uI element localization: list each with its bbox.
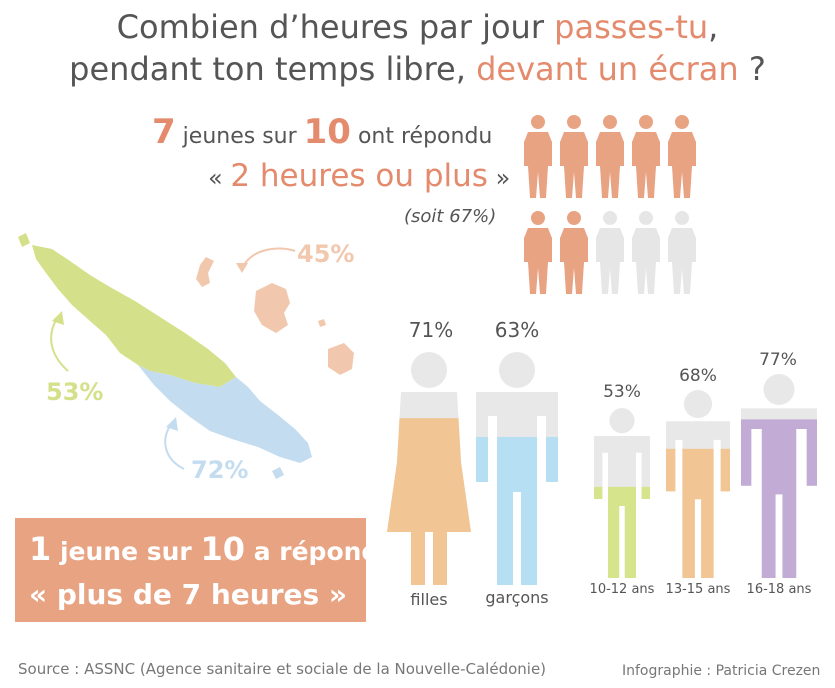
map-south-value: 72% <box>191 456 249 484</box>
arrow-south <box>164 422 185 470</box>
person-icon <box>596 115 624 198</box>
banner-text: jeune sur <box>51 537 201 566</box>
title-line-2: pendant ton temps libre, devant un écran… <box>0 48 835 90</box>
headline-percent: (soit 67%) <box>404 206 497 227</box>
title-accent: passes-tu <box>554 8 709 46</box>
person-icon <box>524 211 552 294</box>
headline-text: ont répondu <box>350 124 493 149</box>
map-island-pines <box>272 467 284 479</box>
credit-note: Infographie : Patricia Crezen <box>622 663 821 679</box>
map-island-tiga <box>318 319 326 327</box>
figure-fill <box>594 486 650 578</box>
people-grid <box>524 115 696 294</box>
person-icon <box>560 211 588 294</box>
arrowhead-north <box>52 311 64 325</box>
person-icon <box>668 211 696 294</box>
quote-mark: « <box>208 164 231 192</box>
person-icon <box>524 115 552 198</box>
arrow-north <box>50 316 69 372</box>
highlight-banner: 1 jeune sur 10 a répondu « plus de 7 heu… <box>15 518 397 622</box>
title-text: pendant ton temps libre, <box>69 50 477 88</box>
title-text: Combien d’heures par jour <box>116 8 555 46</box>
age-16-18-value: 77% <box>759 350 797 370</box>
boys-value: 63% <box>494 318 540 342</box>
quote-mark: » <box>487 164 511 192</box>
banner-number: 1 <box>29 530 52 568</box>
banner-text: a répondu <box>245 537 398 566</box>
quote-text: 2 heures ou plus <box>230 158 488 194</box>
figure-fill <box>741 419 817 578</box>
person-icon <box>596 211 624 294</box>
title-accent: devant un écran <box>476 50 739 88</box>
person-icon <box>632 115 660 198</box>
arrowhead-islands <box>236 263 248 273</box>
person-icon <box>632 211 660 294</box>
map-islet <box>18 233 30 247</box>
age-13-15-value: 68% <box>679 366 717 386</box>
map-island-mare <box>328 343 354 375</box>
map-island-lifou <box>254 283 290 333</box>
map-new-caledonia <box>18 233 354 479</box>
boy-figure <box>476 352 558 585</box>
banner-number: 10 <box>200 530 245 568</box>
age-10-12-value: 53% <box>603 382 641 402</box>
source-note: Source : ASSNC (Agence sanitaire et soci… <box>18 660 547 678</box>
banner-line-2: « plus de 7 heures » <box>29 578 347 611</box>
map-south-province <box>138 365 312 463</box>
age-16-18-label: 16-18 ans <box>746 582 812 597</box>
title-line-1: Combien d’heures par jour passes-tu, <box>0 6 835 48</box>
age-10-12-figure <box>594 408 650 578</box>
girls-label: filles <box>410 590 448 609</box>
headline-stat: 7 jeunes sur 10 ont répondu <box>152 112 492 152</box>
map-island-ouvea <box>196 257 214 287</box>
arrow-islands <box>241 247 296 270</box>
girls-value: 71% <box>408 318 454 342</box>
page-title: Combien d’heures par jour passes-tu, pen… <box>0 6 835 90</box>
figure-fill <box>387 418 471 585</box>
headline-text: jeunes sur <box>175 124 304 149</box>
map-north-province <box>32 245 236 387</box>
age-16-18-figure <box>741 374 817 578</box>
map-north-value: 53% <box>46 378 104 406</box>
figure-fill <box>476 436 558 585</box>
girl-figure <box>387 352 471 585</box>
banner-line-1: 1 jeune sur 10 a répondu <box>29 528 397 573</box>
age-10-12-label: 10-12 ans <box>589 582 655 597</box>
title-text: , <box>708 8 719 46</box>
map-islands-value: 45% <box>297 240 355 268</box>
age-13-15-label: 13-15 ans <box>665 582 731 597</box>
arrowhead-south <box>166 417 178 431</box>
headline-number: 10 <box>303 112 351 152</box>
headline-number: 7 <box>152 112 176 152</box>
figure-fill <box>666 448 730 578</box>
headline-quote: « 2 heures ou plus » <box>208 158 510 194</box>
age-13-15-figure <box>666 390 730 578</box>
title-text: ? <box>738 50 766 88</box>
person-icon <box>560 115 588 198</box>
boys-label: garçons <box>485 588 549 607</box>
person-icon <box>668 115 696 198</box>
